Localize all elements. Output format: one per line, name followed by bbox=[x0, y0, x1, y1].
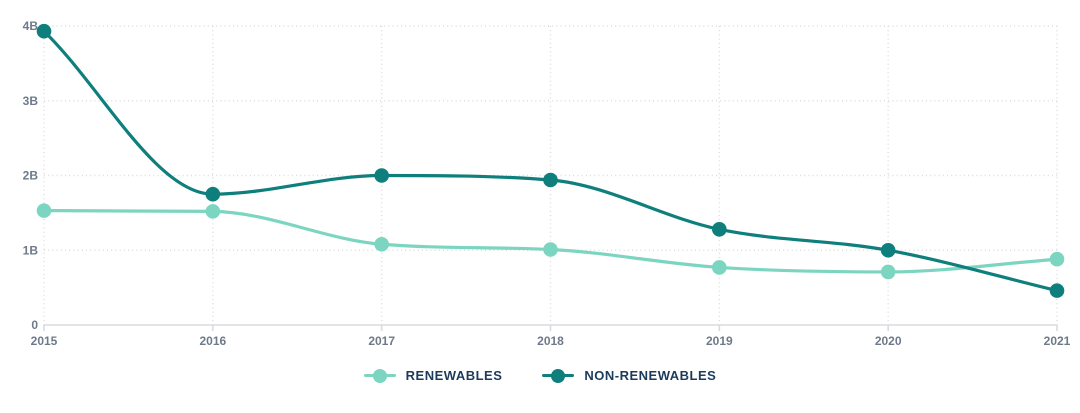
legend-label-non-renewables: NON-RENEWABLES bbox=[584, 368, 717, 383]
renewables-legend-marker-icon bbox=[363, 368, 396, 383]
svg-text:2017: 2017 bbox=[368, 334, 395, 348]
energy-line-chart: 0 1B 2B 3B 4B 2015 2016 2017 2018 2019 2020 2021 bbox=[23, 19, 1071, 348]
svg-text:4B: 4B bbox=[23, 19, 39, 33]
svg-text:2015: 2015 bbox=[31, 334, 58, 348]
svg-text:2021: 2021 bbox=[1044, 334, 1071, 348]
svg-text:1B: 1B bbox=[23, 243, 39, 257]
legend-item-non-renewables: NON-RENEWABLES bbox=[542, 368, 716, 383]
svg-text:2018: 2018 bbox=[537, 334, 564, 348]
svg-text:2016: 2016 bbox=[199, 334, 226, 348]
legend-item-renewables: RENEWABLES bbox=[363, 368, 503, 383]
chart-legend: RENEWABLES NON-RENEWABLES bbox=[0, 368, 1080, 383]
non-renewables-legend-marker-icon bbox=[542, 368, 575, 383]
svg-text:2019: 2019 bbox=[706, 334, 733, 348]
svg-text:2B: 2B bbox=[23, 169, 39, 183]
svg-text:0: 0 bbox=[31, 318, 38, 332]
svg-text:3B: 3B bbox=[23, 94, 39, 108]
svg-text:2020: 2020 bbox=[875, 334, 902, 348]
legend-label-renewables: RENEWABLES bbox=[405, 368, 503, 383]
